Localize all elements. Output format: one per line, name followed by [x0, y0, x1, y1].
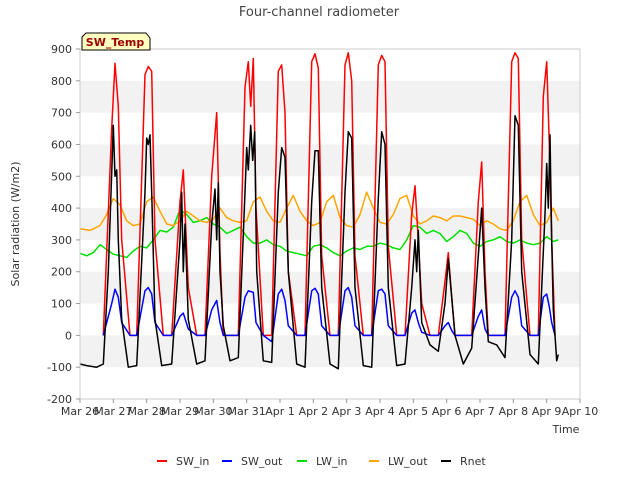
x-tick-label: Apr 2 — [299, 405, 329, 418]
plot-area — [79, 48, 581, 400]
y-tick-label: 400 — [51, 202, 72, 215]
x-tick-label: Mar 30 — [194, 405, 232, 418]
plot-border — [79, 48, 581, 400]
y-tick-label: 0 — [65, 329, 72, 342]
y-tick-label: 900 — [51, 43, 72, 56]
x-tick-label: Apr 5 — [399, 405, 429, 418]
grid-band — [80, 80, 580, 113]
x-tick-label: Apr 7 — [465, 405, 495, 418]
grid-band — [80, 144, 580, 177]
grid-bands — [80, 80, 580, 368]
x-tick-label: Mar 29 — [161, 405, 199, 418]
x-tick-label: Apr 10 — [562, 405, 599, 418]
legend-label-sw-out: SW_out — [241, 455, 283, 468]
x-tick-label: Apr 8 — [499, 405, 529, 418]
y-tick-label: 700 — [51, 107, 72, 120]
legend-label-rnet: Rnet — [460, 455, 486, 468]
legend-label-lw-in: LW_in — [316, 455, 348, 468]
x-tick-label: Mar 28 — [128, 405, 166, 418]
legend-label-lw-out: LW_out — [388, 455, 428, 468]
y-tick-label: 800 — [51, 75, 72, 88]
badge: SW_Temp — [81, 32, 151, 51]
x-tick-label: Apr 4 — [365, 405, 395, 418]
badge-label: SW_Temp — [86, 36, 145, 49]
legend: SW_in SW_out LW_in LW_out Rnet — [157, 455, 486, 468]
x-axis-label: Time — [552, 423, 580, 436]
x-tick-label: Apr 3 — [332, 405, 362, 418]
series-line-rnet — [79, 115, 560, 370]
y-axis-label: Solar radiation (W/m2) — [9, 161, 22, 286]
x-tick-label: Apr 1 — [265, 405, 295, 418]
legend-label-sw-in: SW_in — [176, 455, 209, 468]
x-tick-label: Apr 9 — [532, 405, 562, 418]
x-tick-label: Mar 27 — [94, 405, 132, 418]
grid-band — [80, 271, 580, 304]
series-line-sw-out — [102, 286, 556, 343]
badge-box — [81, 32, 151, 51]
y-tick-label: 300 — [51, 234, 72, 247]
y-axis-ticks: -200 -100 0 100 200 300 400 500 600 700 800 900 — [47, 43, 80, 406]
x-tick-label: Apr 6 — [432, 405, 462, 418]
y-tick-label: 500 — [51, 170, 72, 183]
grid-band — [80, 208, 580, 240]
chart-title: Four-channel radiometer — [239, 5, 400, 20]
y-tick-label: 100 — [51, 298, 72, 311]
y-tick-label: 600 — [51, 138, 72, 151]
y-tick-label: 200 — [51, 266, 72, 279]
x-tick-label: Mar 31 — [228, 405, 266, 418]
x-tick-label: Mar 26 — [61, 405, 99, 418]
series-lines — [79, 52, 560, 370]
y-tick-label: -200 — [47, 393, 72, 406]
y-tick-label: -100 — [47, 361, 72, 374]
